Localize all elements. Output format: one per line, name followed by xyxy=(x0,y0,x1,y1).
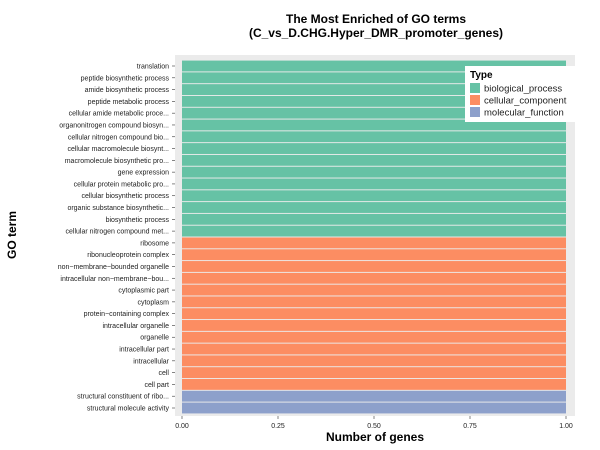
x-tick-label-4: 1.00 xyxy=(559,423,573,430)
bar-3 xyxy=(182,95,566,107)
y-axis-label: GO term xyxy=(5,211,19,259)
x-tick-label-3: 0.75 xyxy=(463,423,477,430)
y-tick-label-24: intracellular part xyxy=(119,347,169,354)
bar-26 xyxy=(182,367,566,379)
bar-10 xyxy=(182,178,566,190)
y-tick-label-4: cellular amide metabolic proce... xyxy=(69,111,169,118)
bar-15 xyxy=(182,237,566,249)
y-tick-label-26: cell xyxy=(158,370,169,377)
y-tick-label-15: ribosome xyxy=(140,240,169,247)
bar-2 xyxy=(182,84,566,96)
y-tick-label-0: translation xyxy=(137,64,169,71)
bar-17 xyxy=(182,261,566,272)
bar-6 xyxy=(182,131,566,143)
y-tick-label-21: protein−containing complex xyxy=(84,311,170,318)
bar-4 xyxy=(182,107,566,119)
y-tick-label-17: non−membrane−bounded organelle xyxy=(58,264,169,271)
legend-title: Type xyxy=(470,70,493,81)
x-tick-label-1: 0.25 xyxy=(271,423,285,430)
y-tick-label-23: organelle xyxy=(140,335,169,342)
y-tick-label-16: ribonucleoprotein complex xyxy=(87,252,169,259)
y-tick-label-10: cellular protein metabolic pro... xyxy=(74,181,169,188)
x-axis-ticks: 0.00 0.25 0.50 0.75 1.00 xyxy=(175,416,573,430)
bar-21 xyxy=(182,308,566,320)
y-tick-label-27: cell part xyxy=(144,382,169,389)
y-tick-label-18: intracellular non−membrane−bou... xyxy=(60,276,169,283)
y-tick-label-25: intracellular xyxy=(133,358,169,365)
chart-title-line-1: The Most Enriched of GO terms xyxy=(286,12,466,26)
y-tick-label-14: cellular nitrogen compound met... xyxy=(66,229,170,236)
bar-12 xyxy=(182,202,566,213)
y-tick-label-12: organic substance biosynthetic... xyxy=(67,205,169,212)
legend-label-0: biological_process xyxy=(484,84,562,95)
x-tick-label-0: 0.00 xyxy=(175,423,189,430)
x-axis-label: Number of genes xyxy=(326,430,424,444)
bar-8 xyxy=(182,154,566,166)
y-axis-ticks: translation peptide biosynthetic process a… xyxy=(58,64,175,413)
y-tick-label-1: peptide biosynthetic process xyxy=(81,75,170,82)
bar-25 xyxy=(182,355,566,367)
y-tick-label-11: cellular biosynthetic process xyxy=(81,193,169,200)
y-tick-label-19: cytoplasmic part xyxy=(118,288,169,295)
bar-24 xyxy=(182,343,566,355)
x-tick-label-2: 0.50 xyxy=(367,423,381,430)
bar-18 xyxy=(182,272,566,284)
y-tick-label-3: peptide metabolic process xyxy=(88,99,170,106)
y-tick-label-5: organonitrogen compound biosyn... xyxy=(59,122,169,129)
y-tick-label-29: structural molecule activity xyxy=(87,406,170,413)
bar-11 xyxy=(182,190,566,202)
legend-label-1: cellular_component xyxy=(484,96,567,107)
legend-swatch-2 xyxy=(470,107,480,117)
y-tick-label-20: cytoplasm xyxy=(137,299,169,306)
bar-9 xyxy=(182,166,566,178)
bar-20 xyxy=(182,296,566,308)
legend-swatch-0 xyxy=(470,83,480,93)
bar-5 xyxy=(182,119,566,131)
bars-group xyxy=(182,60,566,414)
legend-label-2: molecular_function xyxy=(484,108,564,119)
bar-19 xyxy=(182,284,566,296)
y-tick-label-8: macromolecule biosynthetic pro... xyxy=(65,158,169,165)
legend-swatch-1 xyxy=(470,95,480,105)
bar-22 xyxy=(182,320,566,331)
legend: Type biological_processcellular_componen… xyxy=(465,66,575,122)
bar-23 xyxy=(182,331,566,343)
bar-16 xyxy=(182,249,566,261)
bar-28 xyxy=(182,390,566,402)
y-tick-label-6: cellular nitrogen compound bio... xyxy=(68,134,169,141)
y-tick-label-9: gene expression xyxy=(118,170,169,177)
y-tick-label-22: intracellular organelle xyxy=(102,323,169,330)
y-tick-label-7: cellular macromolecule biosynt... xyxy=(67,146,169,153)
y-tick-label-28: structural constituent of ribo... xyxy=(77,394,169,401)
bar-14 xyxy=(182,225,566,237)
chart-title-line-2: (C_vs_D.CHG.Hyper_DMR_promoter_genes) xyxy=(249,26,503,40)
bar-29 xyxy=(182,402,566,414)
bar-0 xyxy=(182,60,566,72)
y-tick-label-13: biosynthetic process xyxy=(106,217,170,224)
bar-7 xyxy=(182,143,566,154)
bar-1 xyxy=(182,72,566,84)
legend-box xyxy=(465,66,575,122)
bar-13 xyxy=(182,213,566,225)
y-tick-label-2: amide biosynthetic process xyxy=(85,87,170,94)
bar-27 xyxy=(182,378,566,390)
